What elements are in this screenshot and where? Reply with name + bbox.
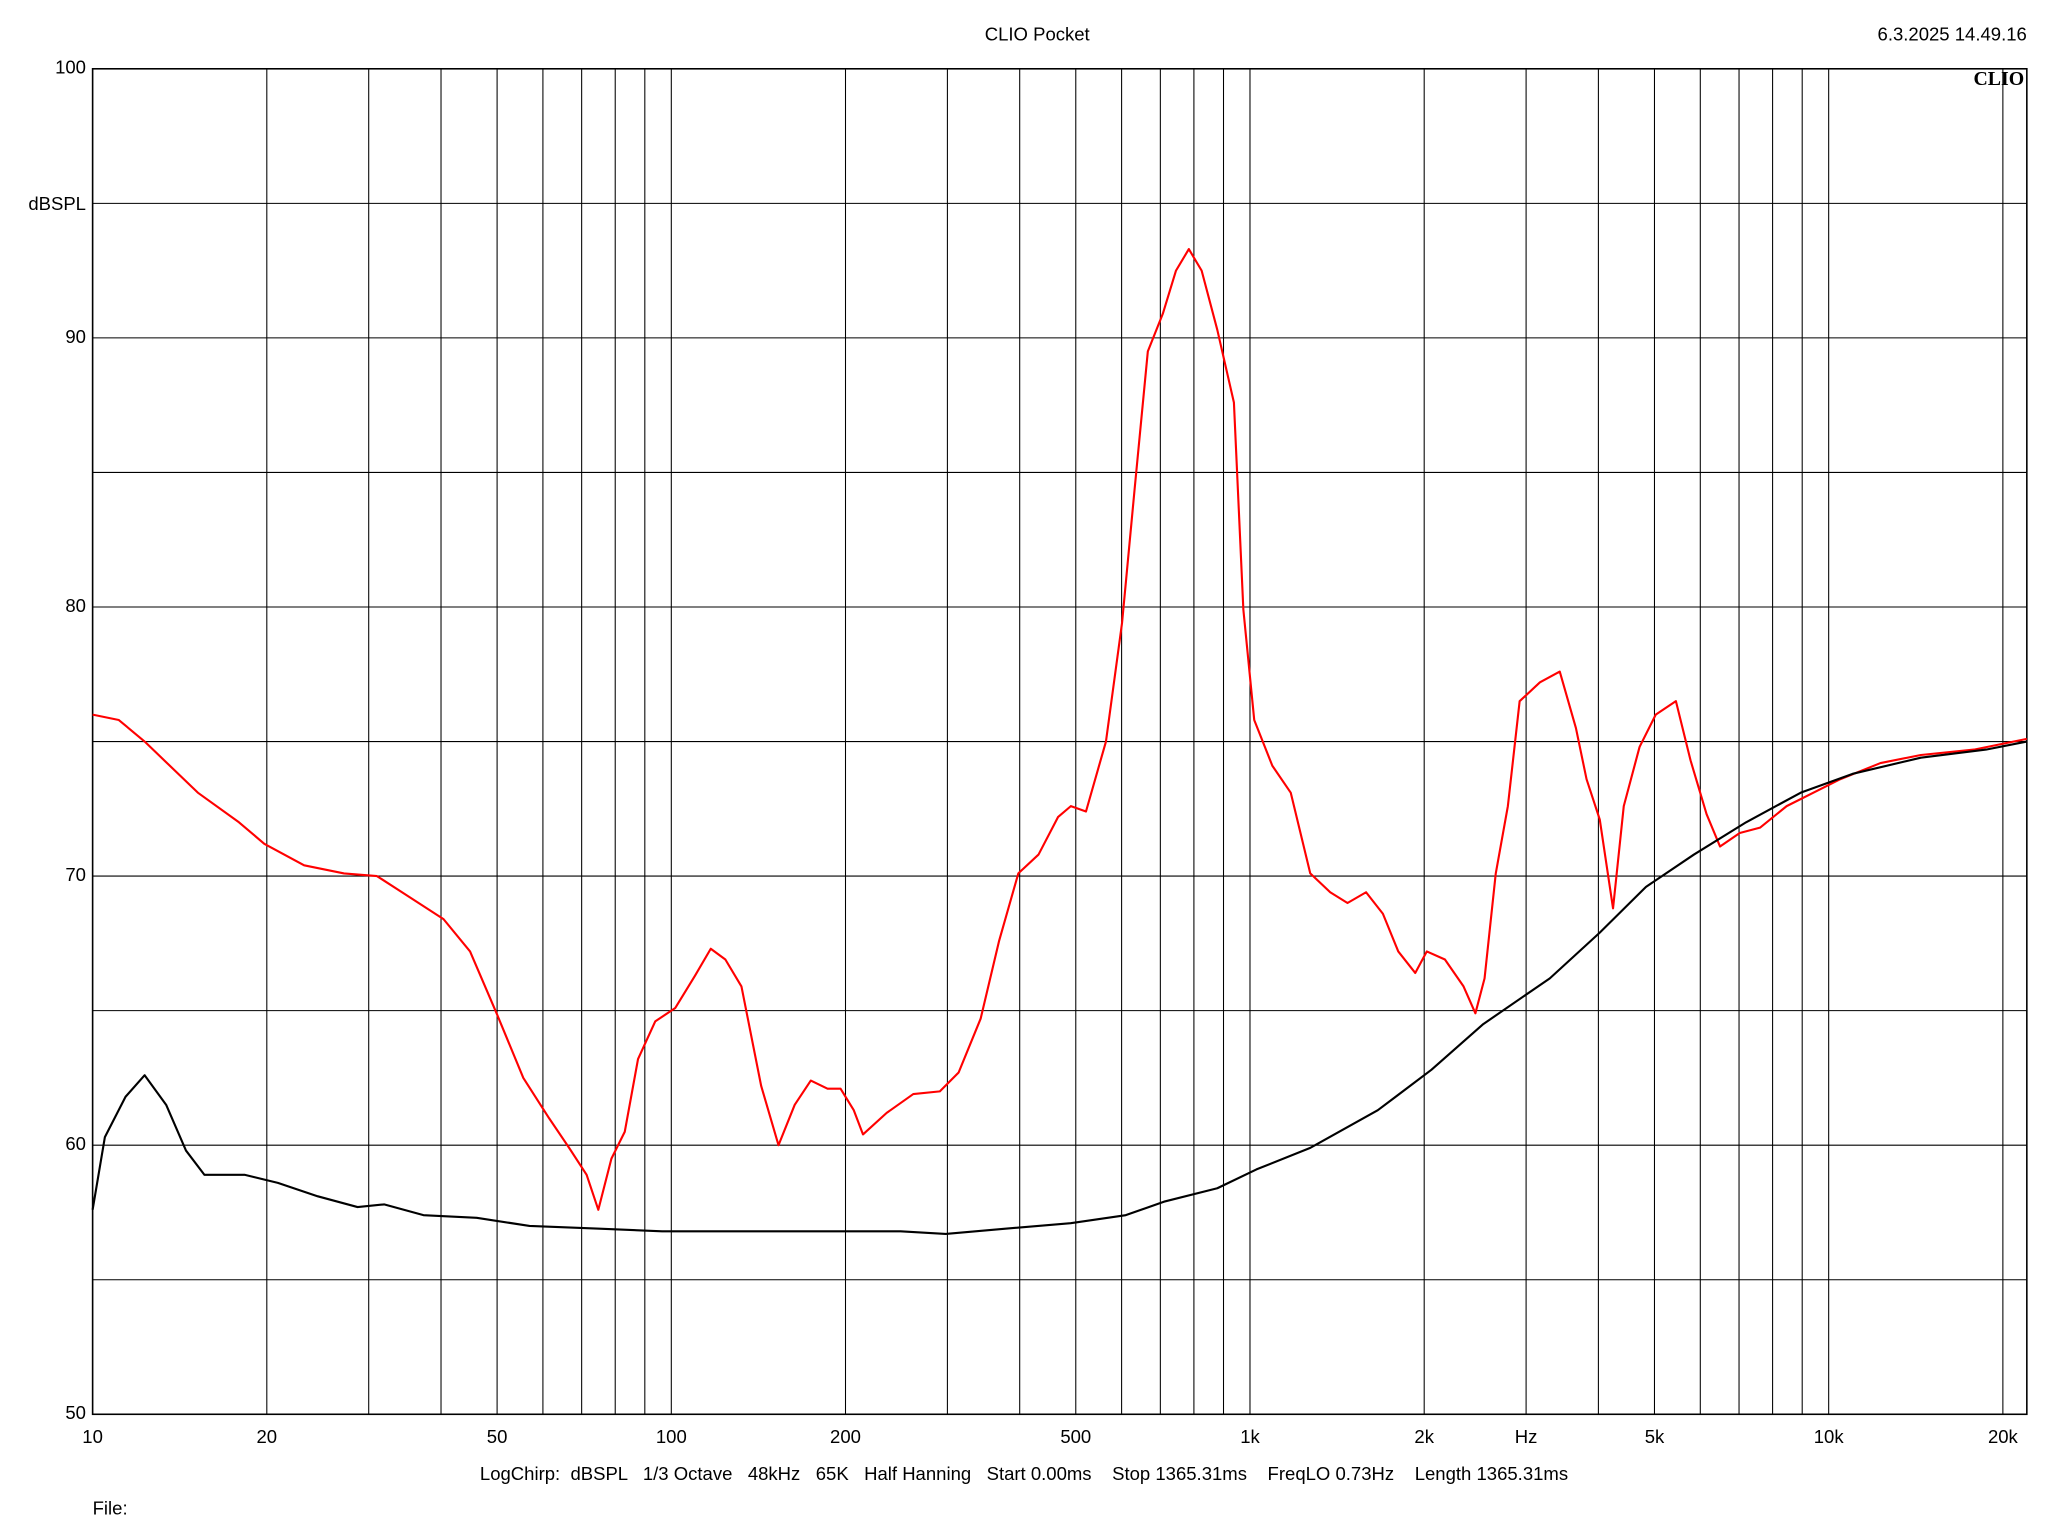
x-tick-label: 50 bbox=[487, 1426, 508, 1447]
x-tick-label: 10 bbox=[82, 1426, 103, 1447]
file-label: File: bbox=[93, 1497, 128, 1518]
x-tick-label: 20 bbox=[257, 1426, 278, 1447]
footer: LogChirp: dBSPL 1/3 Octave 48kHz 65K Hal… bbox=[480, 1463, 1568, 1484]
x-tick-label: 5k bbox=[1645, 1426, 1665, 1447]
x-tick-label: 10k bbox=[1814, 1426, 1845, 1447]
y-tick-label: 90 bbox=[65, 326, 86, 347]
x-tick-label: 500 bbox=[1060, 1426, 1091, 1447]
y-tick-label: 100 bbox=[55, 57, 86, 78]
logo: CLIO bbox=[1973, 68, 2024, 90]
x-tick-label: 200 bbox=[830, 1426, 861, 1447]
x-tick-label: Hz bbox=[1515, 1426, 1538, 1447]
x-tick-label: 2k bbox=[1414, 1426, 1434, 1447]
y-tick-label: 50 bbox=[65, 1402, 86, 1423]
y-tick-label: 80 bbox=[65, 595, 86, 616]
chart-title: CLIO Pocket bbox=[985, 24, 1091, 45]
x-tick-label: 1k bbox=[1240, 1426, 1260, 1447]
y-axis-label: dBSPL bbox=[28, 193, 86, 214]
series-line bbox=[91, 740, 2028, 1236]
y-tick-label: 60 bbox=[65, 1133, 86, 1154]
series-line bbox=[92, 248, 2028, 1211]
x-tick-label: 20k bbox=[1988, 1426, 2019, 1447]
y-tick-label: 70 bbox=[65, 864, 86, 885]
timestamp: 6.3.2025 14.49.16 bbox=[1878, 24, 2027, 45]
x-tick-label: 100 bbox=[656, 1426, 687, 1447]
